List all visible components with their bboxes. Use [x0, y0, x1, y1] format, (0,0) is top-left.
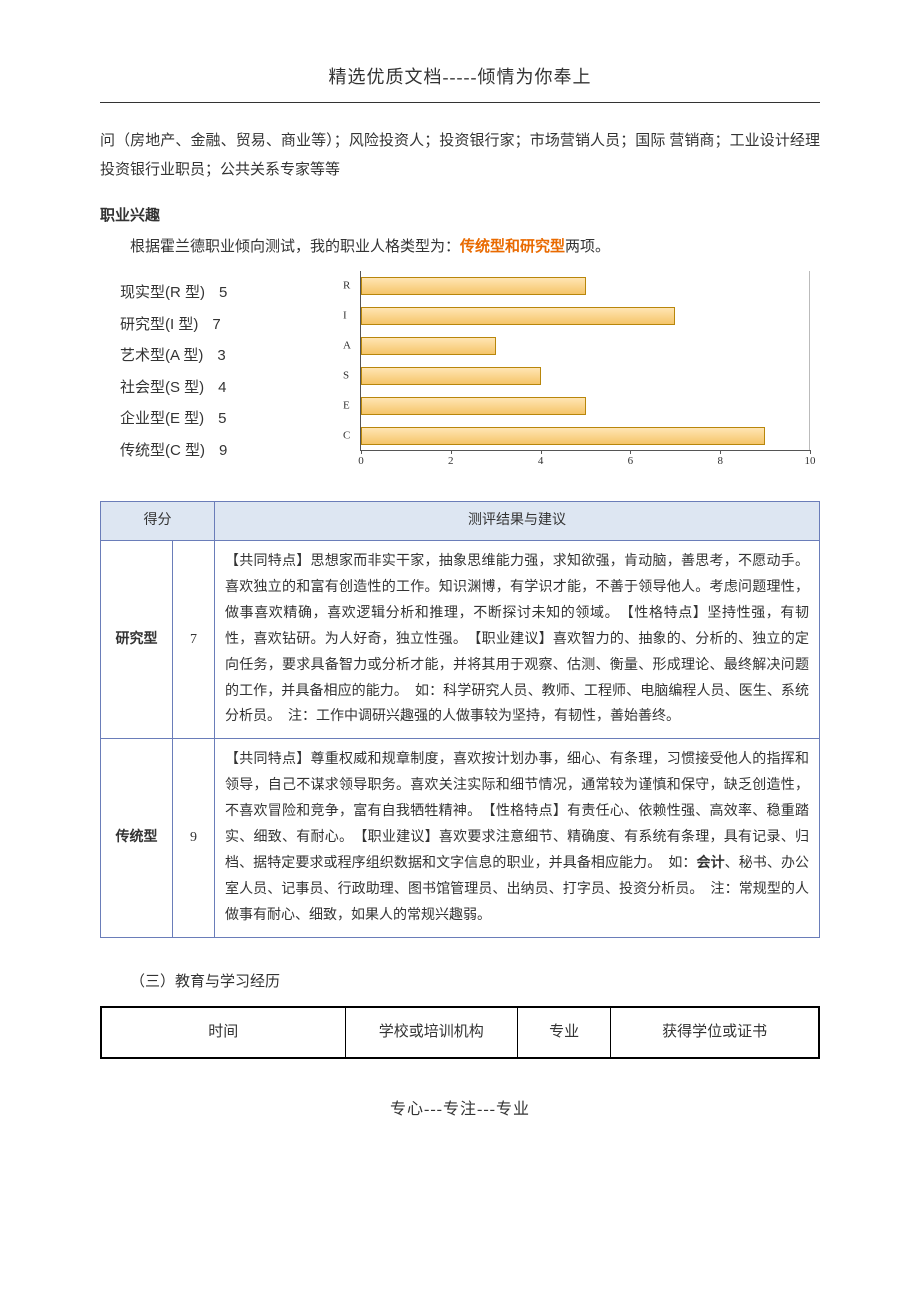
- chart-x-tick-label: 10: [805, 451, 816, 472]
- chart-y-label: A: [343, 336, 351, 357]
- chart-x-tick-label: 8: [717, 451, 723, 472]
- page-footer: 专心---专注---专业: [100, 1095, 820, 1125]
- chart-x-tick-label: 2: [448, 451, 454, 472]
- assessment-keyword: 会计: [697, 856, 725, 871]
- score-line-i: 研究型(I 型) 7: [100, 309, 330, 341]
- chart-x-tick-mark: [361, 450, 362, 454]
- chart-x-tick-mark: [720, 450, 721, 454]
- chart-y-label: I: [343, 306, 347, 327]
- education-header-row: 时间 学校或培训机构 专业 获得学位或证书: [101, 1007, 819, 1058]
- assessment-score: 7: [173, 541, 215, 739]
- chart-x-tick-mark: [630, 450, 631, 454]
- edu-col-time: 时间: [101, 1007, 345, 1058]
- intro-line1: 问（房地产、金融、贸易、商业等）；风险投资人；投资银行家；市场营销人员；国际: [100, 133, 665, 149]
- assessment-row-conventional: 传统型 9 【共同特点】尊重权威和规章制度，喜欢按计划办事，细心、有条理，习惯接…: [101, 739, 820, 937]
- chart-bar: [361, 397, 586, 415]
- score-line-r: 现实型(R 型) 5: [100, 277, 330, 309]
- score-line-e: 企业型(E 型) 5: [100, 403, 330, 435]
- chart-bar: [361, 277, 586, 295]
- chart-y-label: E: [343, 396, 350, 417]
- edu-col-major: 专业: [517, 1007, 610, 1058]
- chart-y-label: R: [343, 276, 350, 297]
- assessment-text: 【共同特点】尊重权威和规章制度，喜欢按计划办事，细心、有条理，习惯接受他人的指挥…: [215, 739, 820, 937]
- score-value: 5: [219, 284, 227, 301]
- assessment-text: 【共同特点】思想家而非实干家，抽象思维能力强，求知欲强，肯动脑，善思考，不愿动手…: [215, 541, 820, 739]
- chart-x-tick-mark: [541, 450, 542, 454]
- score-label: 现实型(R 型): [120, 284, 205, 301]
- interest-lead-suffix: 两项。: [565, 239, 610, 255]
- assessment-table: 得分 测评结果与建议 研究型 7 【共同特点】思想家而非实干家，抽象思维能力强，…: [100, 501, 820, 937]
- score-value: 5: [218, 410, 226, 427]
- score-label: 社会型(S 型): [120, 379, 204, 396]
- assessment-type: 研究型: [101, 541, 173, 739]
- score-line-s: 社会型(S 型) 4: [100, 372, 330, 404]
- education-table: 时间 学校或培训机构 专业 获得学位或证书: [100, 1006, 820, 1059]
- chart-plot-area: RIASEC0246810: [360, 271, 810, 451]
- holland-bar-chart: RIASEC0 2 4 6 8 10: [330, 271, 820, 481]
- score-label: 传统型(C 型): [120, 442, 205, 459]
- score-label: 企业型(E 型): [120, 410, 204, 427]
- score-line-a: 艺术型(A 型) 3: [100, 340, 330, 372]
- chart-bar: [361, 427, 765, 445]
- chart-bar: [361, 337, 496, 355]
- chart-y-label: C: [343, 426, 350, 447]
- chart-bar: [361, 367, 541, 385]
- page-header-title: 精选优质文档-----倾情为你奉上: [100, 60, 820, 94]
- edu-col-degree: 获得学位或证书: [611, 1007, 819, 1058]
- score-line-c: 传统型(C 型) 9: [100, 435, 330, 467]
- score-value: 7: [212, 316, 220, 333]
- interest-heading: 职业兴趣: [100, 202, 820, 231]
- chart-y-label: S: [343, 366, 349, 387]
- interest-lead-highlight: 传统型和研究型: [460, 239, 565, 255]
- edu-col-school: 学校或培训机构: [345, 1007, 517, 1058]
- chart-x-tick-label: 6: [628, 451, 634, 472]
- score-label: 研究型(I 型): [120, 316, 198, 333]
- score-label: 艺术型(A 型): [120, 347, 203, 364]
- chart-x-tick-mark: [451, 450, 452, 454]
- interest-lead-prefix: 根据霍兰德职业倾向测试，我的职业人格类型为：: [130, 239, 460, 255]
- assessment-header-result: 测评结果与建议: [215, 502, 820, 541]
- chart-x-tick-label: 0: [358, 451, 364, 472]
- assessment-header-row: 得分 测评结果与建议: [101, 502, 820, 541]
- assessment-type: 传统型: [101, 739, 173, 937]
- chart-right-edge: [809, 271, 810, 450]
- assessment-header-score: 得分: [101, 502, 215, 541]
- assessment-row-research: 研究型 7 【共同特点】思想家而非实干家，抽象思维能力强，求知欲强，肯动脑，善思…: [101, 541, 820, 739]
- chart-x-tick-mark: [810, 450, 811, 454]
- score-value: 9: [219, 442, 227, 459]
- interest-lead: 根据霍兰德职业倾向测试，我的职业人格类型为：传统型和研究型两项。: [100, 233, 820, 262]
- holland-score-list: 现实型(R 型)5 研究型(I 型)7 艺术型(A 型)3 社会型(S 型)4 …: [100, 271, 330, 466]
- education-heading: （三）教育与学习经历: [100, 968, 820, 997]
- assessment-score: 9: [173, 739, 215, 937]
- intro-paragraph: 问（房地产、金融、贸易、商业等）；风险投资人；投资银行家；市场营销人员；国际 营…: [100, 127, 820, 184]
- holland-section: 现实型(R 型)5 研究型(I 型)7 艺术型(A 型)3 社会型(S 型)4 …: [100, 271, 820, 481]
- assessment-text-p1: 【共同特点】尊重权威和规章制度，喜欢按计划办事，细心、有条理，习惯接受他人的指挥…: [225, 752, 809, 871]
- chart-bar: [361, 307, 675, 325]
- chart-x-tick-label: 4: [538, 451, 544, 472]
- header-rule: [100, 102, 820, 103]
- score-value: 3: [217, 347, 225, 364]
- score-value: 4: [218, 379, 226, 396]
